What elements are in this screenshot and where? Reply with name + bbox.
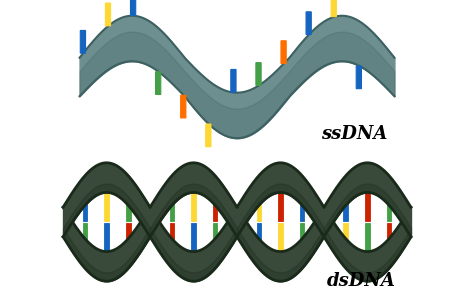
Bar <box>278 186 283 221</box>
Bar <box>256 196 261 221</box>
FancyBboxPatch shape <box>80 30 85 53</box>
Bar <box>300 196 304 221</box>
Bar <box>256 223 261 248</box>
Bar <box>104 223 109 258</box>
Bar <box>387 196 392 221</box>
Bar <box>278 223 283 258</box>
Bar <box>191 223 196 258</box>
Bar <box>213 196 218 221</box>
Bar <box>126 196 130 221</box>
FancyBboxPatch shape <box>130 0 136 15</box>
Bar <box>387 223 392 248</box>
FancyBboxPatch shape <box>181 95 186 118</box>
FancyBboxPatch shape <box>256 63 261 85</box>
Text: dsDNA: dsDNA <box>327 272 396 290</box>
Bar <box>191 186 196 221</box>
Bar <box>126 223 130 248</box>
Text: ssDNA: ssDNA <box>321 126 387 144</box>
FancyBboxPatch shape <box>206 124 211 147</box>
Bar <box>170 196 174 221</box>
FancyBboxPatch shape <box>155 72 161 94</box>
FancyBboxPatch shape <box>105 3 110 26</box>
Bar <box>365 223 370 258</box>
FancyBboxPatch shape <box>356 66 362 89</box>
FancyBboxPatch shape <box>331 0 337 17</box>
FancyBboxPatch shape <box>306 12 311 35</box>
Bar <box>82 196 87 221</box>
Bar <box>365 186 370 221</box>
FancyBboxPatch shape <box>231 70 236 92</box>
Bar <box>300 223 304 248</box>
Bar <box>82 223 87 248</box>
Bar <box>104 186 109 221</box>
Bar <box>344 223 348 248</box>
FancyBboxPatch shape <box>281 41 286 64</box>
Bar <box>213 223 218 248</box>
Bar <box>344 196 348 221</box>
Bar <box>170 223 174 248</box>
